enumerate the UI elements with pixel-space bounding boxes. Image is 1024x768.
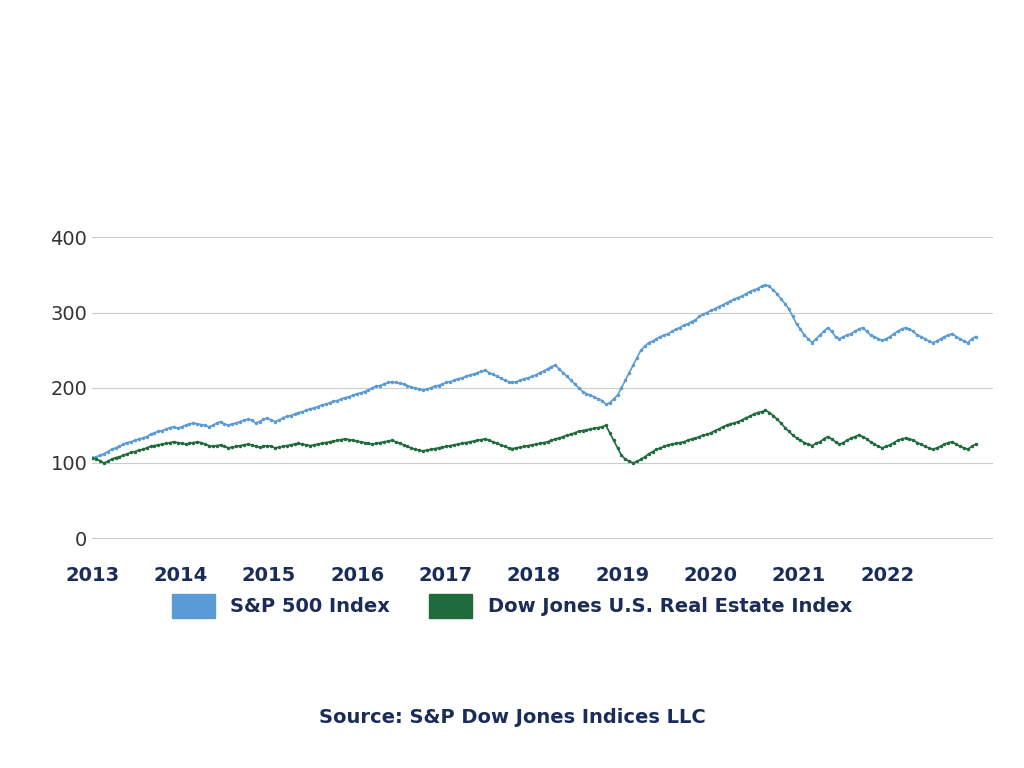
Text: S&P 500 vs U.S. Real Estate Index: S&P 500 vs U.S. Real Estate Index: [152, 48, 872, 84]
Legend: S&P 500 Index, Dow Jones U.S. Real Estate Index: S&P 500 Index, Dow Jones U.S. Real Estat…: [165, 586, 859, 626]
Text: Source: S&P Dow Jones Indices LLC: Source: S&P Dow Jones Indices LLC: [318, 708, 706, 727]
Text: 10-year Returns: 10-year Returns: [341, 129, 683, 165]
